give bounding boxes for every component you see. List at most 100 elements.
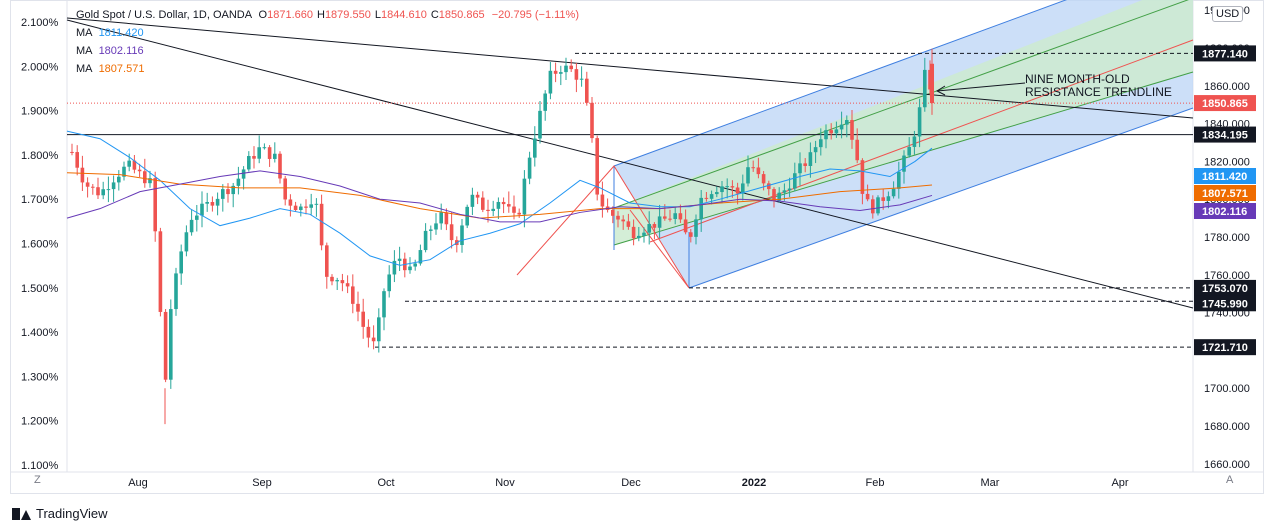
tradingview-logo-icon	[12, 507, 31, 520]
price-tag: 1745.990	[1194, 295, 1256, 312]
right-tick-label: 1820.000	[1204, 156, 1250, 168]
candle-body	[304, 206, 308, 208]
right-tick-label: 1660.000	[1204, 459, 1250, 471]
price-tag-label: 1877.140	[1202, 48, 1248, 60]
auto-scale-button[interactable]: A	[1226, 474, 1234, 486]
candle	[169, 299, 173, 389]
ohlc-c: C1850.865	[430, 9, 485, 21]
candle	[273, 142, 277, 163]
candle	[907, 137, 911, 158]
candle-body	[491, 208, 495, 211]
candle-body	[756, 167, 761, 175]
footer-brand[interactable]: TradingView	[12, 506, 108, 521]
candle-body	[221, 189, 225, 199]
candle-body	[720, 186, 724, 193]
price-tag-bg	[1194, 279, 1256, 296]
candle	[595, 135, 599, 201]
last-candle-body	[930, 63, 934, 104]
candle	[735, 182, 740, 205]
candle	[247, 151, 251, 172]
candle-body	[475, 194, 480, 198]
candle-body	[543, 93, 547, 111]
candle	[527, 151, 532, 185]
zoom-button[interactable]: Z	[34, 474, 41, 486]
candle-body	[148, 178, 152, 184]
candle-body	[283, 178, 287, 200]
candle	[215, 192, 220, 216]
candle-body	[366, 326, 371, 338]
candle-body	[855, 139, 859, 161]
candle-body	[314, 203, 319, 205]
candle-body	[559, 72, 563, 74]
candle-body	[860, 160, 865, 194]
candle	[699, 190, 703, 232]
candle-body	[75, 152, 79, 168]
price-tag-bg	[1194, 126, 1256, 143]
candle-body	[621, 219, 625, 222]
candle	[236, 166, 241, 195]
candle-body	[80, 167, 85, 183]
right-tick-label: 1760.000	[1204, 270, 1250, 282]
chart-frame	[10, 0, 1264, 494]
candle-body	[793, 173, 797, 189]
candle	[413, 259, 417, 271]
descending-trendline	[66, 19, 1194, 309]
candle-body	[751, 167, 755, 169]
candle	[496, 197, 501, 220]
candle-body	[117, 176, 121, 183]
candle-body	[408, 266, 412, 271]
candle-body	[361, 311, 365, 327]
candle-body	[330, 276, 334, 282]
candle-body	[231, 185, 235, 195]
candle	[153, 171, 157, 242]
instrument-title: Gold Spot / U.S. Dollar, 1D, OANDA	[76, 9, 252, 21]
candle	[111, 175, 116, 202]
candle	[278, 151, 282, 184]
legend-title: Gold Spot / U.S. Dollar, 1D, OANDA O1871…	[76, 9, 579, 21]
candle-body	[808, 152, 813, 166]
candle	[673, 207, 677, 225]
annotation-arrowhead-icon	[935, 85, 946, 96]
brand-name: TradingView	[36, 506, 108, 521]
candle-body	[101, 189, 105, 196]
time-tick-label: Sep	[252, 477, 272, 489]
candle	[824, 124, 828, 149]
candle-body	[527, 157, 532, 179]
candle-body	[689, 232, 693, 237]
candle	[439, 203, 443, 230]
candle	[408, 257, 412, 274]
candle	[912, 130, 917, 155]
candle-body	[106, 189, 111, 191]
candle	[564, 57, 568, 80]
candle	[668, 209, 672, 222]
right-tick-label: 1680.000	[1204, 421, 1250, 433]
candle	[491, 200, 495, 217]
candle	[106, 176, 111, 203]
currency-button[interactable]: USD	[1212, 6, 1244, 22]
candle	[808, 142, 813, 178]
candle-body	[564, 65, 568, 73]
candle-body	[236, 178, 241, 186]
candle	[834, 121, 839, 138]
candle	[340, 273, 345, 292]
candle	[902, 150, 906, 184]
candle-body	[834, 129, 839, 134]
candle-body	[460, 225, 464, 246]
candle-body	[429, 229, 433, 231]
ma-label: MA	[76, 27, 93, 39]
left-tick-label: 1.200%	[21, 416, 59, 428]
left-tick-label: 1.500%	[21, 283, 59, 295]
ma-value: 1807.571	[98, 63, 145, 75]
pitchfork-inner-band	[614, 0, 1193, 245]
candle-body	[481, 197, 485, 210]
candle	[475, 191, 480, 205]
left-tick-label: 1.400%	[21, 327, 59, 339]
left-tick-label: 2.100%	[21, 17, 59, 29]
candle	[288, 194, 293, 217]
candle	[881, 189, 885, 210]
price-tag: 1834.195	[1194, 126, 1256, 143]
candle	[262, 143, 267, 150]
candle-body	[85, 182, 90, 187]
candle-body	[200, 203, 204, 216]
